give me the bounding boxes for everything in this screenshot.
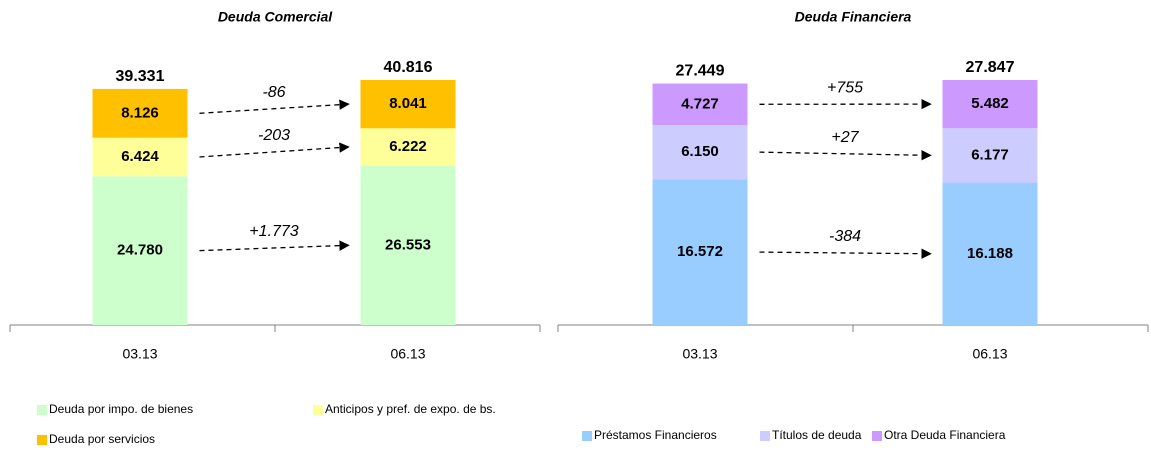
bar-segment bbox=[652, 179, 748, 325]
bar-segment bbox=[360, 165, 456, 325]
x-tick-label: 06.13 bbox=[390, 346, 425, 362]
change-label: +27 bbox=[831, 129, 859, 146]
bar-segment bbox=[942, 80, 1038, 129]
chart-title: Deuda Financiera bbox=[795, 9, 912, 25]
value-label: 4.727 bbox=[681, 95, 719, 112]
change-label: +755 bbox=[827, 79, 863, 96]
legend-swatch bbox=[760, 431, 770, 441]
legend-label: Títulos de deuda bbox=[772, 428, 862, 442]
legend-label: Otra Deuda Financiera bbox=[884, 428, 1006, 442]
x-tick-label: 03.13 bbox=[682, 346, 717, 362]
change-arrow bbox=[199, 99, 350, 114]
change-arrow bbox=[199, 142, 350, 158]
legend-swatch bbox=[582, 431, 592, 441]
value-label: 8.041 bbox=[389, 95, 427, 112]
value-label: 16.572 bbox=[677, 243, 723, 260]
value-label: 6.177 bbox=[971, 146, 1009, 163]
bar-segment bbox=[92, 88, 188, 138]
total-label: 27.449 bbox=[676, 63, 725, 80]
bar-segment bbox=[92, 176, 188, 325]
value-label: 8.126 bbox=[121, 104, 159, 121]
value-label: 16.188 bbox=[967, 245, 1013, 262]
total-label: 40.816 bbox=[384, 59, 433, 76]
legend-swatch bbox=[872, 431, 882, 441]
bar-segment bbox=[942, 182, 1038, 325]
chart-title: Deuda Comercial bbox=[218, 9, 333, 25]
legend-swatch bbox=[313, 405, 323, 415]
value-label: 6.150 bbox=[681, 143, 719, 160]
legend-swatch bbox=[37, 435, 47, 445]
value-label: 6.424 bbox=[121, 148, 159, 165]
change-arrow bbox=[759, 248, 932, 259]
x-tick-label: 06.13 bbox=[972, 346, 1007, 362]
bar-segment bbox=[652, 125, 748, 180]
x-tick-label: 03.13 bbox=[122, 346, 157, 362]
change-label: -384 bbox=[829, 228, 861, 245]
change-arrow bbox=[199, 240, 350, 252]
value-label: 6.222 bbox=[389, 138, 427, 155]
legend-swatch bbox=[37, 405, 47, 415]
legend-label: Deuda por impo. de bienes bbox=[49, 402, 193, 416]
bar-segment bbox=[652, 83, 748, 126]
value-label: 5.482 bbox=[971, 95, 1009, 112]
bar-segment bbox=[92, 137, 188, 177]
change-label: -203 bbox=[258, 127, 290, 144]
legend-label: Anticipos y pref. de expo. de bs. bbox=[325, 402, 496, 416]
bar-segment bbox=[360, 80, 456, 129]
value-label: 26.553 bbox=[385, 236, 431, 253]
value-label: 24.780 bbox=[117, 242, 163, 259]
change-arrow bbox=[759, 150, 932, 161]
change-label: -86 bbox=[262, 84, 285, 101]
bar-segment bbox=[360, 128, 456, 166]
bar-segment bbox=[942, 128, 1038, 183]
total-label: 39.331 bbox=[116, 68, 165, 85]
legend-label: Deuda por servicios bbox=[49, 432, 155, 446]
total-label: 27.847 bbox=[966, 59, 1015, 76]
legend-label: Préstamos Financieros bbox=[594, 428, 717, 442]
change-label: +1.773 bbox=[249, 223, 298, 240]
